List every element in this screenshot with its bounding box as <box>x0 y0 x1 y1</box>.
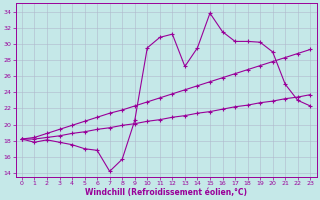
X-axis label: Windchill (Refroidissement éolien,°C): Windchill (Refroidissement éolien,°C) <box>85 188 247 197</box>
